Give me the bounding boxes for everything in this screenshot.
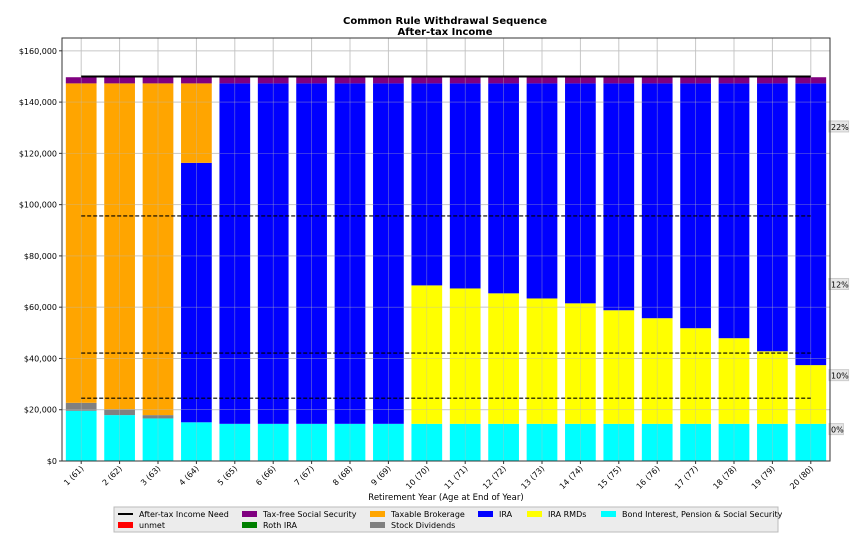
legend-label: Tax-free Social Security bbox=[262, 510, 357, 519]
plot-frame bbox=[61, 37, 831, 462]
legend-label: unmet bbox=[139, 521, 165, 530]
tax-bracket-label: 0% bbox=[831, 426, 844, 435]
legend-swatch bbox=[478, 511, 493, 517]
y-tick-label: $0 bbox=[47, 457, 57, 466]
legend-label: After-tax Income Need bbox=[139, 510, 229, 519]
legend-label: IRA RMDs bbox=[548, 510, 586, 519]
legend: After-tax Income Need unmet Tax-free Socia… bbox=[113, 506, 783, 533]
legend-swatch bbox=[370, 511, 385, 517]
legend-swatch bbox=[118, 522, 133, 528]
x-tick-label: 19 (79) bbox=[750, 464, 777, 491]
x-tick-label: 16 (76) bbox=[635, 464, 662, 491]
y-tick-label: $20,000 bbox=[24, 406, 57, 415]
x-tick-label: 13 (73) bbox=[519, 464, 546, 491]
x-tick-label: 9 (69) bbox=[369, 464, 392, 487]
bars bbox=[65, 77, 827, 461]
x-axis-label: Retirement Year (Age at End of Year) bbox=[368, 493, 523, 503]
y-tick-label: $80,000 bbox=[24, 252, 57, 261]
x-tick-label: 17 (77) bbox=[673, 464, 700, 491]
legend-label: Roth IRA bbox=[263, 521, 297, 530]
x-tick-label: 10 (70) bbox=[404, 464, 431, 491]
x-tick-label: 14 (74) bbox=[558, 464, 585, 491]
y-tick-label: $120,000 bbox=[19, 149, 57, 158]
legend-label: Bond Interest, Pension & Social Security bbox=[622, 510, 783, 519]
x-tick-label: 8 (68) bbox=[331, 464, 354, 487]
legend-swatch bbox=[527, 511, 542, 517]
x-tick-label: 4 (64) bbox=[177, 464, 200, 487]
tax-bracket-label: 12% bbox=[831, 280, 849, 289]
y-tick-label: $140,000 bbox=[19, 98, 57, 107]
x-tick-label: 6 (66) bbox=[254, 464, 277, 487]
legend-label: Stock Dividends bbox=[391, 521, 455, 530]
x-tick-label: 1 (61) bbox=[62, 464, 85, 487]
x-tick-label: 18 (78) bbox=[711, 464, 738, 491]
y-tick-label: $40,000 bbox=[24, 354, 57, 363]
legend-swatch bbox=[370, 522, 385, 528]
tax-bracket-label-bg bbox=[828, 120, 850, 133]
x-tick-label: 7 (67) bbox=[293, 464, 316, 487]
x-tick-label: 12 (72) bbox=[481, 464, 508, 491]
chart-subtitle: After-tax Income bbox=[397, 27, 492, 38]
x-tick-label: 3 (63) bbox=[139, 464, 162, 487]
chart-title: Common Rule Withdrawal Sequence bbox=[343, 16, 547, 27]
legend-box bbox=[113, 506, 779, 533]
legend-swatch bbox=[242, 511, 257, 517]
x-tick-label: 15 (75) bbox=[596, 464, 623, 491]
legend-label: Taxable Brokerage bbox=[390, 510, 465, 519]
y-tick-label: $160,000 bbox=[19, 47, 57, 56]
tax-bracket-label-bg bbox=[828, 277, 850, 290]
x-tick-label: 5 (65) bbox=[216, 464, 239, 487]
tax-bracket-label: 10% bbox=[831, 372, 849, 381]
x-tick-label: 20 (80) bbox=[788, 464, 815, 491]
legend-swatch bbox=[601, 511, 616, 517]
gridlines bbox=[62, 38, 830, 462]
legend-label: IRA bbox=[499, 510, 513, 519]
x-tick-label: 11 (71) bbox=[443, 464, 470, 491]
y-tick-label: $60,000 bbox=[24, 303, 57, 312]
tax-bracket-label: 22% bbox=[831, 123, 849, 132]
tax-bracket-label-bg bbox=[828, 423, 844, 436]
tax-bracket-label-bg bbox=[828, 369, 850, 382]
x-tick-label: 2 (62) bbox=[101, 464, 124, 487]
legend-swatch bbox=[242, 522, 257, 528]
y-tick-label: $100,000 bbox=[19, 201, 57, 210]
